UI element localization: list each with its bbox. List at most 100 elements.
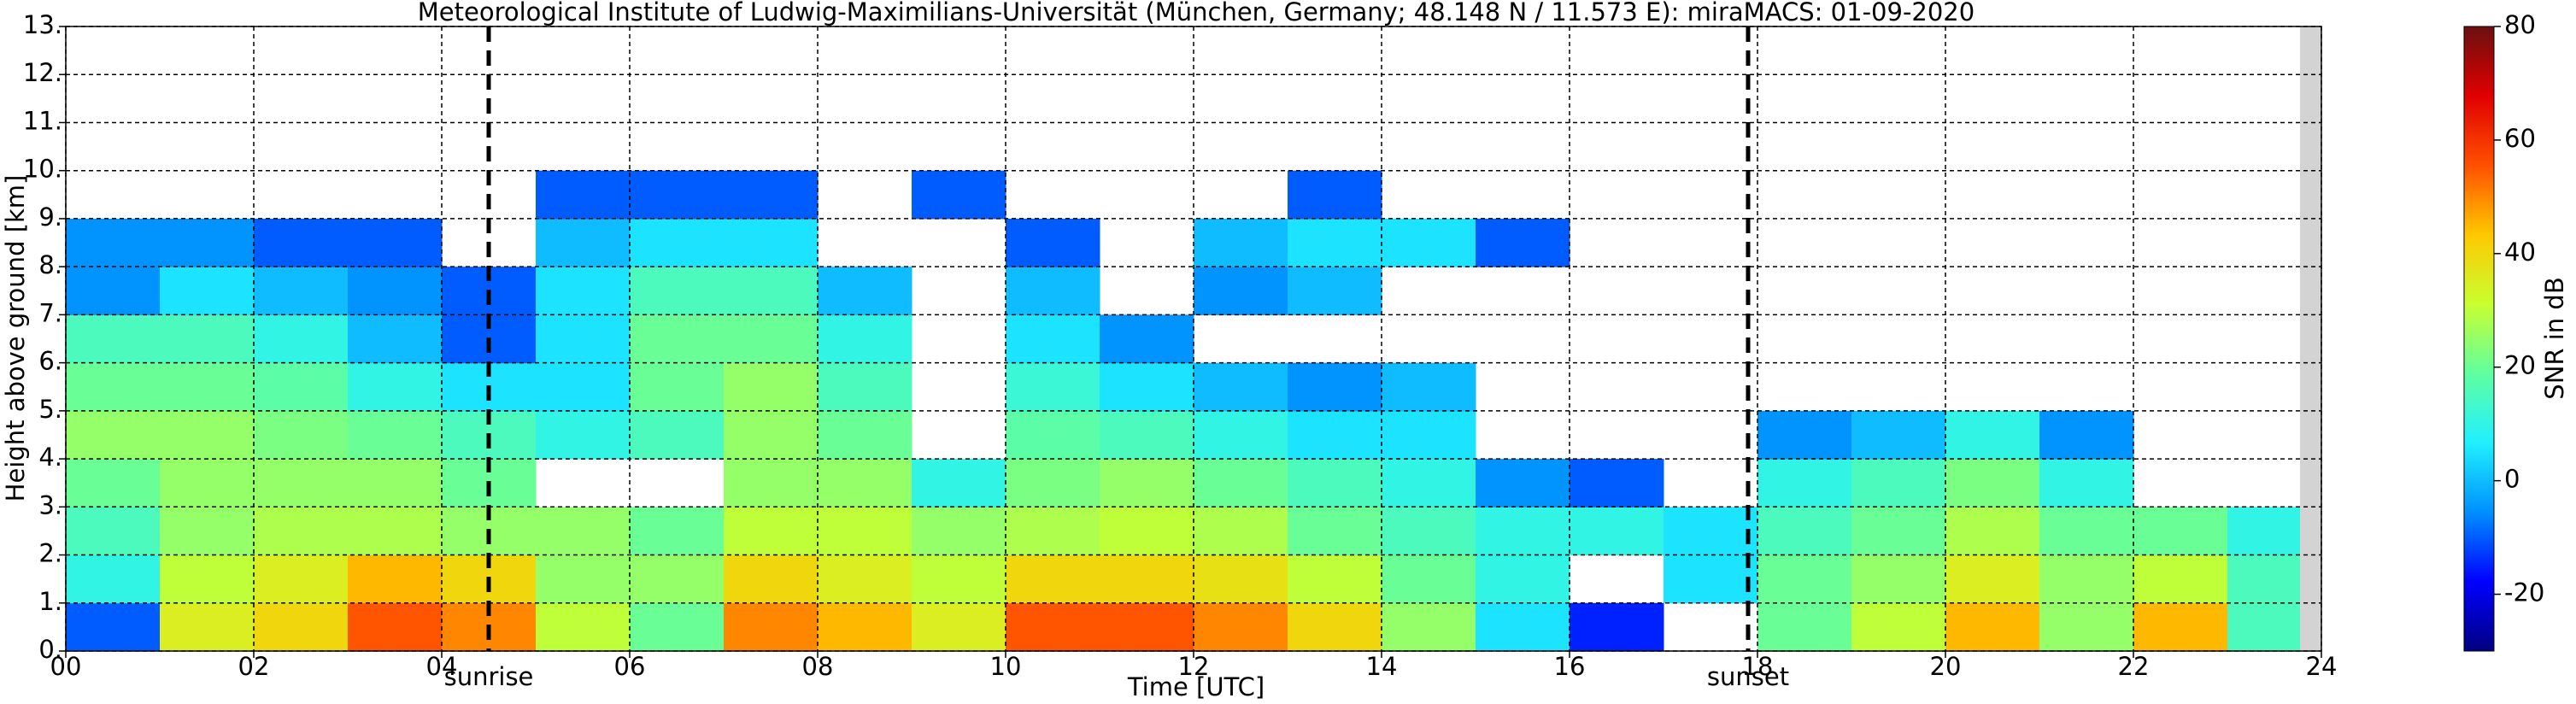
heat-cell xyxy=(724,170,819,220)
heat-cell xyxy=(1476,554,1570,604)
heat-cell xyxy=(1570,507,1664,556)
heat-cell xyxy=(1851,507,1946,556)
heat-cell xyxy=(1851,554,1946,604)
heat-cell xyxy=(2039,410,2134,460)
overlay: 00 02 04 06 08 10 12 14 16 18 20 22 24 0. 1. 2. 3. 4. 5. 6.… xyxy=(23,10,2545,691)
heat-cell xyxy=(536,267,631,315)
heat-cell xyxy=(66,554,161,604)
heat-cell xyxy=(630,410,725,460)
heat-cell xyxy=(1288,554,1382,604)
heat-cell xyxy=(1194,602,1288,652)
heat-cell xyxy=(1382,507,1476,556)
heat-cell xyxy=(1194,362,1288,412)
heat-cell xyxy=(254,314,349,364)
heat-cell xyxy=(818,267,912,315)
heat-cell xyxy=(1382,554,1476,604)
heat-cell xyxy=(2039,602,2134,652)
y-tick-label: 12. xyxy=(23,58,62,87)
heat-cell xyxy=(1382,602,1476,652)
heat-cell xyxy=(160,602,255,652)
heat-cell xyxy=(348,602,443,652)
x-tick-label: 00 xyxy=(50,652,82,681)
heat-cell xyxy=(160,554,255,604)
colorbar-tick-label: 60 xyxy=(2504,124,2536,153)
heat-cell xyxy=(348,267,443,315)
heat-cell xyxy=(1006,267,1100,315)
heat-cell xyxy=(536,507,631,556)
heat-cell xyxy=(1664,507,1758,556)
heat-cell xyxy=(1006,362,1100,412)
colorbar-tick-label: 80 xyxy=(2504,10,2536,39)
heat-cell xyxy=(724,507,819,556)
heat-cell xyxy=(724,314,819,364)
colorbar xyxy=(2463,26,2495,652)
heat-cell xyxy=(912,170,1006,220)
heat-cell xyxy=(1100,554,1194,604)
x-tick-label: 08 xyxy=(802,652,834,681)
plot-frame xyxy=(65,26,2322,652)
x-tick-label: 14 xyxy=(1366,652,1398,681)
heat-cell xyxy=(160,362,255,412)
heat-cell xyxy=(66,410,161,460)
heat-cell xyxy=(1476,459,1570,507)
heat-cell xyxy=(536,602,631,652)
heat-cell xyxy=(348,554,443,604)
heat-cell xyxy=(912,602,1006,652)
heat-cell xyxy=(536,170,631,220)
heat-cell xyxy=(1100,507,1194,556)
y-tick-label: 10. xyxy=(23,155,62,184)
heat-cell xyxy=(1476,507,1570,556)
heat-cell xyxy=(1945,410,2040,460)
y-tick-label: 1. xyxy=(38,587,62,616)
y-tick-label: 2. xyxy=(38,539,62,568)
heat-cell xyxy=(66,362,161,412)
heat-cell xyxy=(724,554,819,604)
x-tick-label: 22 xyxy=(2118,652,2150,681)
heat-cell xyxy=(1006,410,1100,460)
heat-cell xyxy=(254,459,349,507)
heat-cell xyxy=(1100,410,1194,460)
heat-cell xyxy=(536,410,631,460)
heat-cell xyxy=(348,218,443,267)
heat-cell xyxy=(1570,602,1664,652)
heat-cell xyxy=(912,507,1006,556)
heat-cell xyxy=(348,410,443,460)
heat-cell xyxy=(724,459,819,507)
heat-cell xyxy=(1570,459,1664,507)
heat-cell xyxy=(1945,602,2040,652)
heat-cell xyxy=(2039,459,2134,507)
heat-cell xyxy=(66,507,161,556)
heat-cell xyxy=(254,507,349,556)
heat-cell xyxy=(912,459,1006,507)
heat-cell xyxy=(1100,314,1194,364)
heat-cell xyxy=(2133,554,2228,604)
heat-cell xyxy=(160,218,255,267)
x-tick-label: 18 xyxy=(1742,652,1774,681)
heat-cell xyxy=(2039,507,2134,556)
heat-cell xyxy=(1851,602,1946,652)
heat-cell xyxy=(348,507,443,556)
x-axis-label: Time [UTC] xyxy=(1127,672,1265,701)
heat-cell xyxy=(1194,218,1288,267)
heat-cell xyxy=(818,554,912,604)
heat-cell xyxy=(1945,507,2040,556)
heat-cell xyxy=(1945,554,2040,604)
heat-cell xyxy=(1100,602,1194,652)
x-tick-label: 16 xyxy=(1554,652,1586,681)
heat-cell xyxy=(2133,602,2228,652)
heat-cell xyxy=(630,554,725,604)
heat-cell xyxy=(912,554,1006,604)
heat-cell xyxy=(1194,267,1288,315)
heat-cell xyxy=(1757,459,1852,507)
heat-cell xyxy=(1382,459,1476,507)
event-label: sunset xyxy=(1707,662,1789,691)
heat-cell xyxy=(630,507,725,556)
heat-cell xyxy=(1757,410,1852,460)
heat-cell xyxy=(1382,362,1476,412)
y-tick-label: 13. xyxy=(23,10,62,39)
heat-cell xyxy=(818,507,912,556)
heat-cell xyxy=(160,314,255,364)
heat-cell xyxy=(818,459,912,507)
